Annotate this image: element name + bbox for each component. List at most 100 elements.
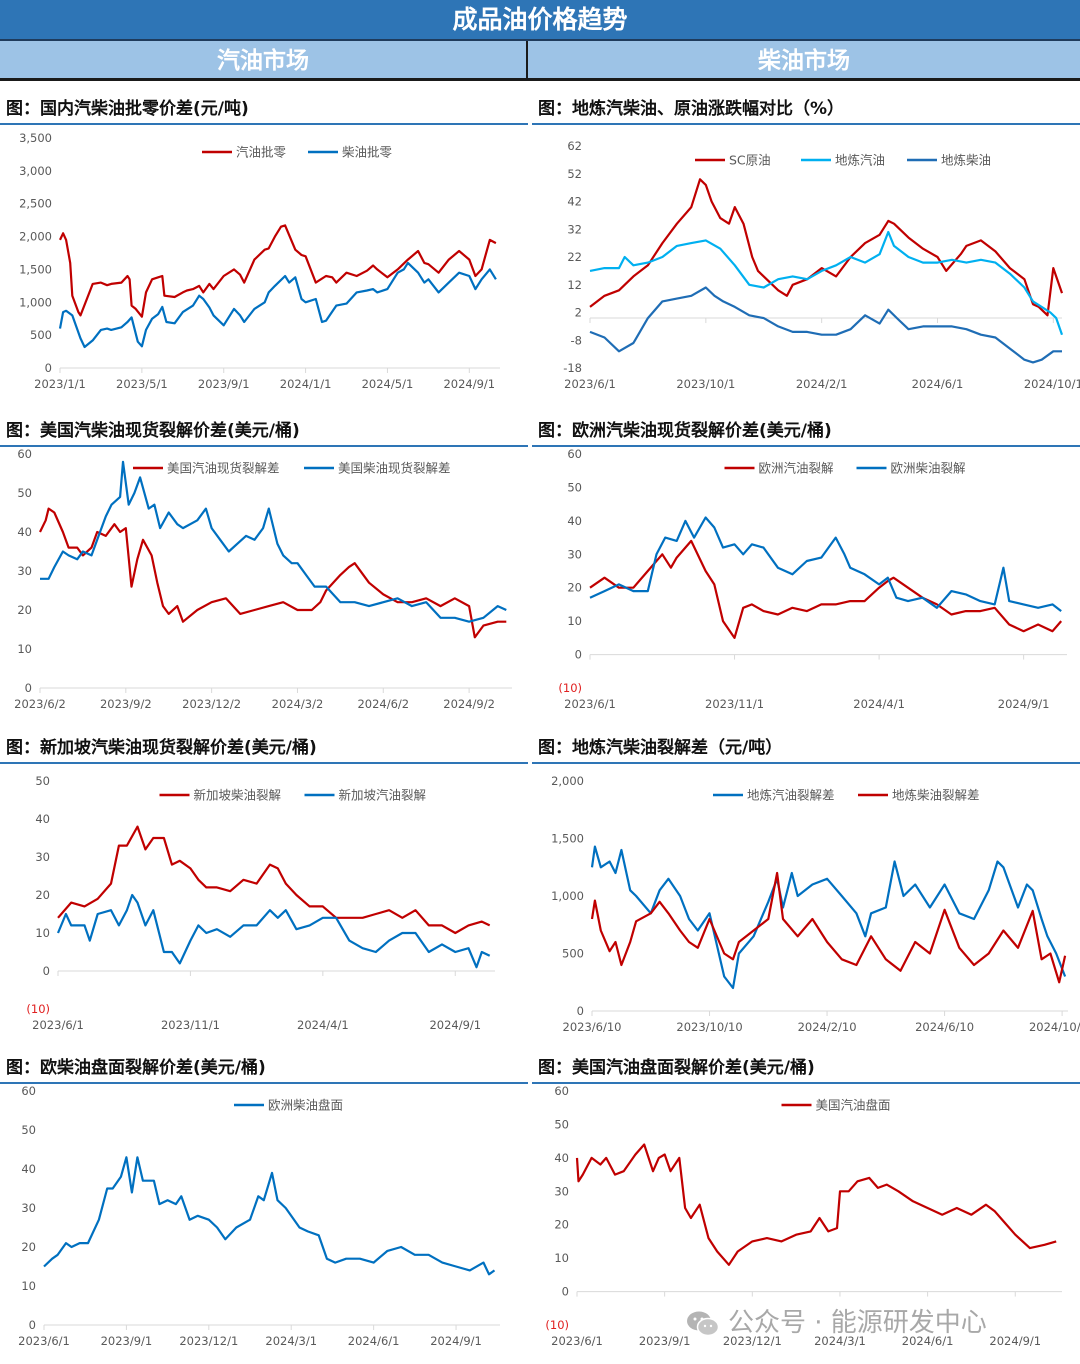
x-tick-label: 2023/6/2 <box>14 697 66 711</box>
chart-title: 图：欧洲汽柴油现货裂解价差(美元/桶) <box>538 421 832 441</box>
x-tick-label: 2024/9/1 <box>998 697 1050 711</box>
x-tick-label: 2024/4/1 <box>853 697 905 711</box>
y-tick-label: 30 <box>35 850 50 864</box>
y-tick-label: 10 <box>567 614 582 628</box>
x-tick-label: 2024/10/1 <box>1024 377 1080 391</box>
legend-label: 美国汽油现货裂解差 <box>167 461 280 476</box>
divider <box>0 123 528 125</box>
x-tick-label: 2023/5/1 <box>116 377 168 391</box>
chart-us-spot-crack: 0 10 20 30 40 50 60 2023/6/2 2023/9/2 2023/12/2 20… <box>14 447 512 711</box>
x-tick-label: 2023/6/10 <box>563 1020 622 1034</box>
series-line-0 <box>589 539 1063 639</box>
legend-item: 欧洲柴油盘面 <box>234 1098 343 1113</box>
x-tick-label: 2024/9/1 <box>429 1018 481 1032</box>
y-tick-label: 10 <box>21 1279 36 1293</box>
y-tick-label: 0 <box>43 964 50 978</box>
y-tick-label: 500 <box>30 328 52 342</box>
x-tick-label: 2023/11/1 <box>161 1018 220 1032</box>
legend-label: 地炼柴油 <box>941 153 991 168</box>
y-tick-label: 20 <box>567 581 582 595</box>
chart-title: 图：美国汽柴油现货裂解价差(美元/桶) <box>6 421 300 441</box>
series-line-0 <box>590 845 1067 990</box>
y-tick-label: 0 <box>575 648 582 662</box>
y-tick-label: (10) <box>558 681 582 695</box>
x-tick-label: 2023/9/1 <box>101 1334 153 1348</box>
section-header-gasoline: 汽油市场 <box>0 41 528 81</box>
series-line-0 <box>57 825 491 935</box>
legend-item: 地炼柴油 <box>907 153 991 168</box>
series-line-0 <box>589 178 1064 317</box>
y-tick-label: 52 <box>567 167 582 181</box>
y-tick-label: 500 <box>562 947 584 961</box>
divider <box>532 445 1080 447</box>
y-tick-label: 0 <box>562 1285 569 1299</box>
y-tick-label: 32 <box>567 222 582 236</box>
y-tick-label: 60 <box>17 447 32 461</box>
y-tick-label: 30 <box>21 1201 36 1215</box>
x-tick-label: 2024/4/1 <box>297 1018 349 1032</box>
chart-eu-spot-crack: (10) 0 10 20 30 40 50 60 2023/6/1 2023/11/1 2024/4… <box>558 447 1067 711</box>
chart-title: 图：美国汽油盘面裂解价差(美元/桶) <box>538 1058 815 1078</box>
x-tick-label: 2024/9/1 <box>989 1334 1041 1348</box>
y-tick-label: 2,000 <box>551 774 584 788</box>
y-tick-label: 50 <box>35 774 50 788</box>
y-tick-label: -8 <box>571 333 582 347</box>
y-tick-label: 50 <box>21 1123 36 1137</box>
legend-label: SC原油 <box>729 153 771 168</box>
y-tick-label: 30 <box>567 547 582 561</box>
legend-item: 新加坡柴油裂解 <box>159 788 281 803</box>
y-tick-label: 12 <box>567 278 582 292</box>
chart-panel-eu-spot-crack: 图：欧洲汽柴油现货裂解价差(美元/桶) (10) 0 10 20 30 40 50 60 202… <box>532 418 1080 726</box>
section-header-diesel: 柴油市场 <box>528 41 1080 81</box>
legend-label: 汽油批零 <box>236 145 287 160</box>
x-tick-label: 2024/6/1 <box>912 377 964 391</box>
x-tick-label: 2023/6/1 <box>551 1334 603 1348</box>
divider <box>0 1082 528 1084</box>
y-tick-label: (10) <box>26 1002 50 1016</box>
y-tick-label: 20 <box>554 1218 569 1232</box>
legend-item: 地炼汽油裂解差 <box>713 788 835 803</box>
y-tick-label: 2 <box>575 306 582 320</box>
y-tick-label: 10 <box>17 642 32 656</box>
series-line-1 <box>58 261 497 349</box>
chart-panel-sg-spot-crack: 图：新加坡汽柴油现货裂解价差(美元/桶) (10) 0 10 20 30 40 50 2023… <box>0 735 528 1043</box>
y-tick-label: 0 <box>25 681 32 695</box>
x-tick-label: 2024/10/10 <box>1029 1020 1080 1034</box>
y-tick-label: 10 <box>554 1251 569 1265</box>
x-tick-label: 2023/6/1 <box>564 697 616 711</box>
legend-label: 美国汽油盘面 <box>816 1098 891 1113</box>
chart-panel-us-gasoline-futures-crack: 图：美国汽油盘面裂解价差(美元/桶) (10) 0 10 20 30 40 50 60 2023… <box>532 1055 1080 1364</box>
chart-teapot-vs-crude-change: -18 -8 2 12 22 32 42 52 62 2023/6/1 2023/10/1 2024/… <box>563 139 1080 391</box>
x-tick-label: 2024/9/2 <box>443 697 495 711</box>
y-tick-label: 40 <box>21 1162 36 1176</box>
x-tick-label: 2024/9/1 <box>430 1334 482 1348</box>
x-tick-label: 2024/5/1 <box>362 377 414 391</box>
y-tick-label: 40 <box>35 812 50 826</box>
series-line-1 <box>589 516 1062 612</box>
legend-item: 新加坡汽油裂解 <box>304 788 426 803</box>
divider <box>532 762 1080 764</box>
y-tick-label: 20 <box>21 1240 36 1254</box>
chart-panel-domestic-retail-spread: 图：国内汽柴油批零价差(元/吨) 0 500 1,000 1,500 2,000 2,50… <box>0 96 528 408</box>
y-tick-label: 20 <box>17 603 32 617</box>
legend-label: 地炼柴油裂解差 <box>892 788 980 803</box>
chart-panel-teapot-vs-crude-change: 图：地炼汽柴油、原油涨跌幅对比（%） -18 -8 2 12 22 32 42 52 62 202… <box>532 96 1080 408</box>
chart-title: 图：欧柴油盘面裂解价差(美元/桶) <box>6 1058 266 1078</box>
legend-item: 美国汽油现货裂解差 <box>133 461 280 476</box>
legend-label: 欧洲柴油盘面 <box>268 1098 343 1113</box>
y-tick-label: 2,500 <box>19 197 52 211</box>
series-line-0 <box>59 224 497 318</box>
chart-domestic-retail-spread: 0 500 1,000 1,500 2,000 2,500 3,000 3,500 2023/1… <box>19 131 500 391</box>
legend-item: 美国柴油现货裂解差 <box>304 461 451 476</box>
chart-title: 图：新加坡汽柴油现货裂解价差(美元/桶) <box>6 738 317 758</box>
chart-eu-diesel-futures-crack: 0 10 20 30 40 50 60 2023/6/1 2023/9/1 2023/12/1 20… <box>18 1084 500 1348</box>
legend-item: 美国汽油盘面 <box>781 1098 891 1113</box>
series-line-0 <box>43 1156 496 1276</box>
x-tick-label: 2024/3/1 <box>265 1334 317 1348</box>
chart-panel-eu-diesel-futures-crack: 图：欧柴油盘面裂解价差(美元/桶) 0 10 20 30 40 50 60 2023/6/1 2… <box>0 1055 528 1364</box>
x-tick-label: 2024/9/1 <box>443 377 495 391</box>
legend-item: 欧洲柴油裂解 <box>856 461 966 476</box>
x-tick-label: 2023/12/1 <box>723 1334 782 1348</box>
y-tick-label: 1,500 <box>551 832 584 846</box>
y-tick-label: 40 <box>17 525 32 539</box>
